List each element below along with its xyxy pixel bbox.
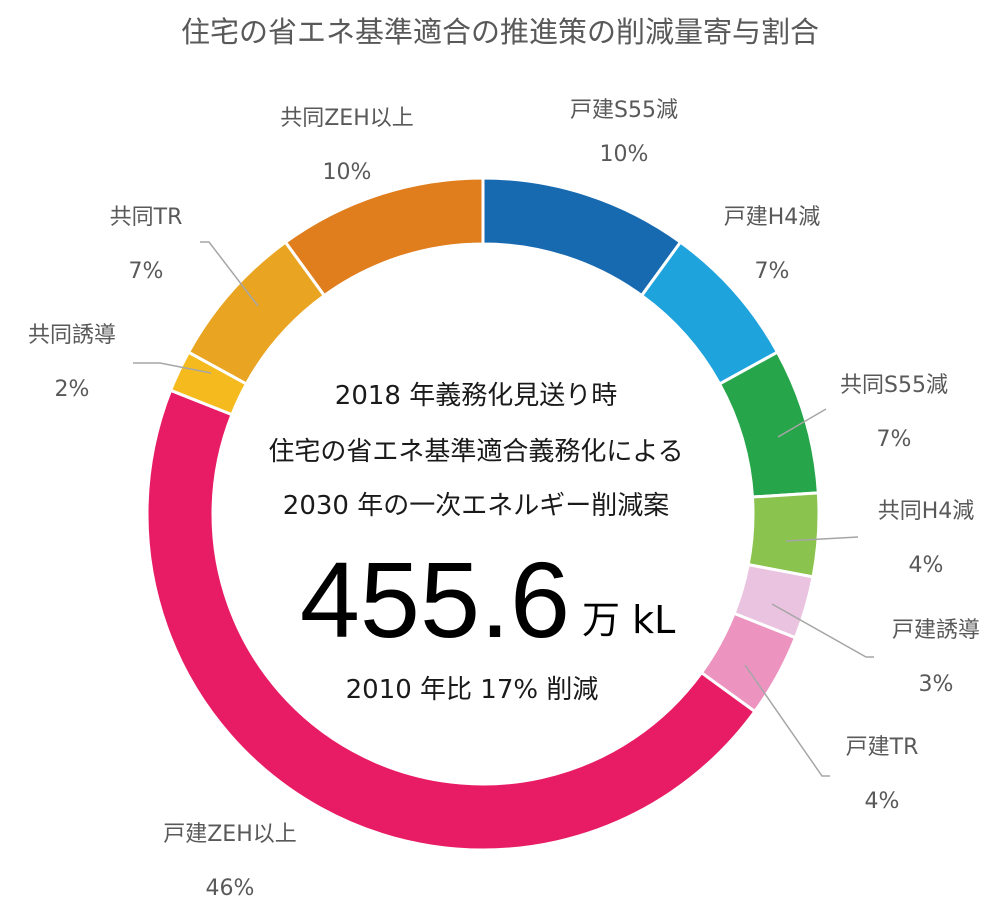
center-text: 2018 年義務化見送り時 住宅の省エネ基準適合義務化による 2030 年の一次…: [268, 381, 683, 705]
slice-value-10: 10%: [323, 160, 372, 185]
leader-line-6: [744, 664, 830, 777]
slice-value-5: 3%: [919, 672, 954, 697]
center-unit: 万 kL: [582, 598, 675, 642]
leader-lines: [133, 241, 874, 777]
leader-line-3: [777, 408, 827, 438]
slice-value-4: 4%: [909, 553, 944, 578]
center-line-3: 2030 年の一次エネルギー削減案: [283, 491, 669, 521]
center-sub: 2010 年比 17% 削減: [346, 675, 599, 705]
slice-10: [283, 176, 485, 298]
chart-title: 住宅の省エネ基準適合の推進策の削減量寄与割合: [181, 15, 819, 49]
slice-label-7: 戸建ZEH以上: [163, 822, 297, 847]
slice-label-9: 共同TR: [110, 205, 183, 230]
slice-value-6: 4%: [865, 789, 900, 814]
leader-line-8: [133, 362, 212, 374]
slice-label-5: 戸建誘導: [892, 618, 980, 643]
slice-label-8: 共同誘導: [28, 323, 116, 348]
center-line-2: 住宅の省エネ基準適合義務化による: [268, 437, 683, 467]
slice-label-2: 戸建H4減: [724, 205, 821, 230]
slice-label-10: 共同ZEH以上: [280, 106, 414, 131]
slice-label-4: 共同H4減: [878, 499, 975, 524]
slice-label-3: 共同S55減: [840, 373, 948, 398]
slice-labels: 戸建S55減 10% 戸建H4減 7% 共同S55減 7% 共同H4減 4% 戸建誘導 3% 戸建T…: [28, 98, 980, 901]
slice-value-2: 7%: [755, 259, 790, 284]
slice-value-9: 7%: [129, 259, 164, 284]
center-line-1: 2018 年義務化見送り時: [335, 381, 617, 411]
slice-label-1: 戸建S55減: [570, 98, 678, 123]
slice-7: [145, 388, 757, 852]
slice-4: [746, 491, 821, 579]
slice-1: [481, 176, 683, 298]
slice-value-3: 7%: [877, 427, 912, 452]
center-big-value: 455.6: [300, 539, 570, 660]
leader-line-4: [785, 536, 859, 542]
slice-value-8: 2%: [55, 377, 90, 402]
slice-label-6: 戸建TR: [846, 735, 919, 760]
slice-value-7: 46%: [206, 876, 255, 901]
leader-line-5: [771, 603, 874, 658]
leader-line-9: [200, 241, 259, 307]
donut-slices: [145, 176, 821, 852]
slice-value-1: 10%: [600, 142, 649, 167]
